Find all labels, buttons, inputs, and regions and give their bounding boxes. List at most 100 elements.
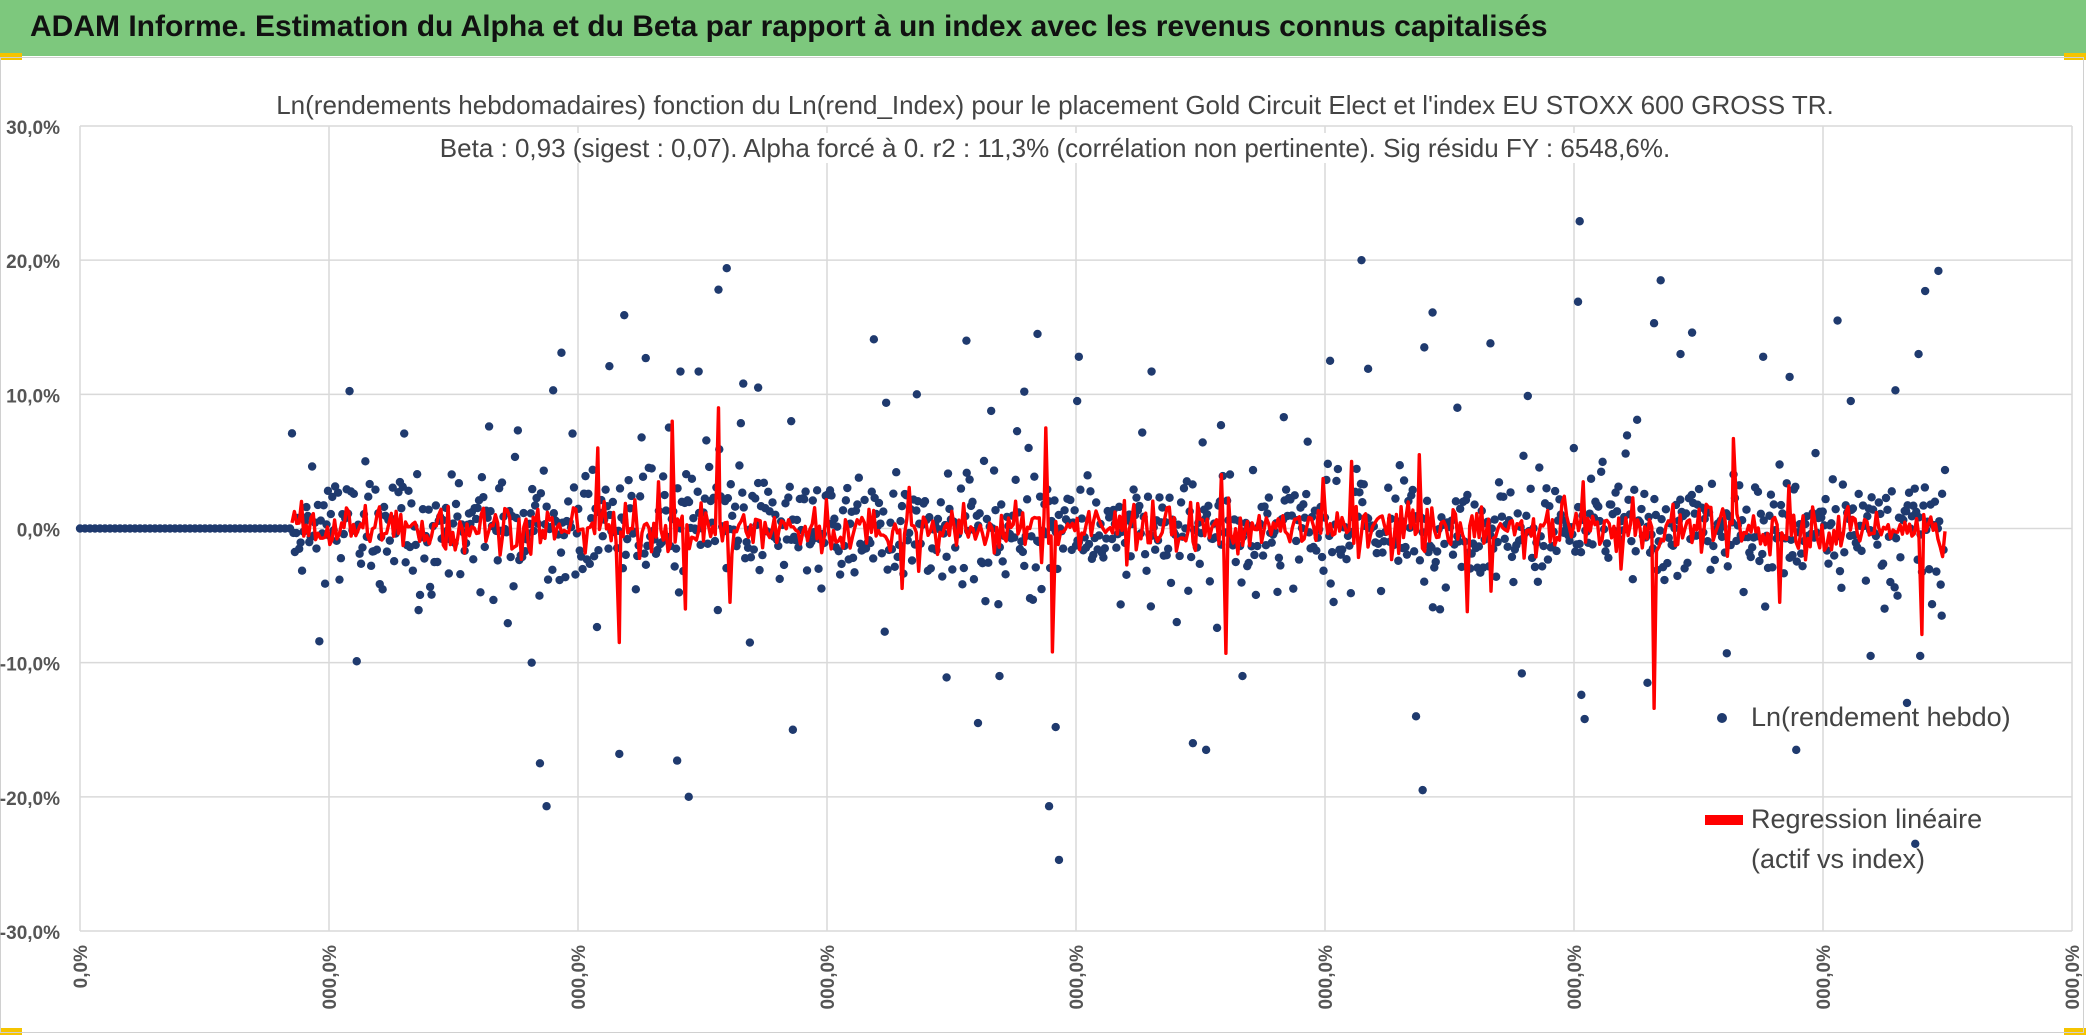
x-tick-label: 000,0% <box>2063 945 2084 1010</box>
scatter-point <box>1319 566 1328 575</box>
scatter-point <box>1175 551 1184 561</box>
scatter-point <box>412 469 422 479</box>
scatter-point <box>785 482 794 492</box>
scatter-point <box>1746 552 1755 562</box>
scatter-point <box>1873 540 1882 549</box>
scatter-point <box>1012 426 1022 436</box>
scatter-point <box>1202 509 1212 519</box>
scatter-point <box>469 555 478 564</box>
scatter-point <box>561 572 570 582</box>
scatter-point-outlier <box>1722 649 1732 658</box>
scatter-point <box>1432 547 1442 556</box>
x-tick-label: 000,0% <box>1067 945 1088 1010</box>
scatter-point <box>860 495 869 505</box>
scatter-point <box>1796 549 1806 558</box>
scatter-point <box>959 563 969 573</box>
scatter-point <box>1332 476 1341 486</box>
scatter-point <box>853 500 862 509</box>
scatter-point <box>1874 498 1884 507</box>
scatter-point <box>746 553 756 562</box>
scatter-point <box>1775 460 1784 469</box>
scatter-point <box>1500 534 1509 544</box>
scatter-point <box>814 564 823 573</box>
scatter-point-outlier <box>1188 738 1198 748</box>
scatter-point <box>1132 493 1141 502</box>
scatter-point <box>608 497 618 507</box>
scatter-point-outlier <box>869 335 879 344</box>
scatter-point <box>1441 583 1450 592</box>
scatter-point <box>287 429 297 438</box>
scatter-point <box>1060 506 1069 515</box>
scatter-point <box>1076 485 1085 494</box>
scatter-point <box>1614 482 1623 491</box>
corner-marker-bottom-left <box>0 1028 22 1035</box>
scatter-point <box>1225 470 1235 479</box>
scatter-point <box>1402 550 1412 559</box>
scatter-point <box>388 483 397 492</box>
scatter-point <box>1435 605 1445 614</box>
scatter-point <box>1384 483 1393 492</box>
scatter-point <box>404 486 413 496</box>
scatter-point <box>674 588 684 597</box>
scatter-point <box>1050 496 1059 505</box>
scatter-point <box>660 490 669 500</box>
scatter-point <box>1258 551 1268 560</box>
scatter-point <box>1612 507 1622 516</box>
scatter-point-outlier <box>1201 745 1211 755</box>
scatter-point <box>1299 500 1308 509</box>
scatter-point <box>1924 565 1934 574</box>
scatter-point <box>736 419 746 428</box>
scatter-point <box>835 570 845 579</box>
scatter-point <box>592 622 602 632</box>
scatter-point <box>433 557 442 567</box>
chart-area <box>0 57 2084 1033</box>
scatter-point <box>1084 539 1094 549</box>
scatter-point <box>1768 563 1777 572</box>
scatter-point-outlier <box>1833 316 1842 325</box>
scatter-point <box>1428 603 1438 612</box>
scatter-point <box>477 472 487 482</box>
scatter-point <box>1248 465 1258 475</box>
scatter-point <box>1588 540 1597 549</box>
legend-label-scatter: Ln(rendement hebdo) <box>1751 702 2011 732</box>
scatter-point <box>473 503 482 513</box>
scatter-point <box>1627 536 1636 546</box>
scatter-point <box>658 472 668 481</box>
scatter-point <box>1628 574 1638 584</box>
scatter-point <box>1920 483 1930 492</box>
scatter-point <box>506 552 515 562</box>
scatter-point <box>986 406 996 416</box>
scatter-point <box>1250 550 1259 560</box>
scatter-point <box>1018 547 1028 557</box>
scatter-point <box>869 554 878 563</box>
scatter-point <box>687 474 697 484</box>
scatter-point-outlier <box>1051 722 1060 732</box>
scatter-point <box>1253 541 1262 551</box>
scatter-point-outlier <box>1649 319 1659 328</box>
y-tick-label: -20,0% <box>0 789 60 810</box>
scatter-point <box>479 492 488 502</box>
scatter-point <box>1552 546 1561 556</box>
scatter-point <box>1509 577 1518 587</box>
scatter-point-outlier <box>962 336 971 345</box>
scatter-point <box>1083 471 1092 480</box>
scatter-point <box>1537 562 1547 571</box>
scatter-point <box>1165 493 1174 502</box>
scatter-point-outlier <box>1866 651 1875 661</box>
scatter-point <box>775 574 784 584</box>
scatter-point <box>302 502 311 512</box>
scatter-point <box>420 554 429 563</box>
scatter-point <box>1463 490 1472 500</box>
scatter-point <box>352 657 361 666</box>
scatter-point <box>681 469 691 479</box>
scatter-point-outlier <box>620 310 629 320</box>
scatter-point <box>1146 602 1156 611</box>
scatter-point <box>1575 539 1584 549</box>
scatter-point <box>956 484 966 493</box>
corner-marker-top-left <box>0 53 22 60</box>
scatter-point <box>1302 489 1311 499</box>
scatter-point <box>1184 586 1193 595</box>
x-tick-label: 000,0% <box>1316 945 1337 1010</box>
scatter-point <box>571 570 580 579</box>
scatter-point <box>1927 600 1937 609</box>
